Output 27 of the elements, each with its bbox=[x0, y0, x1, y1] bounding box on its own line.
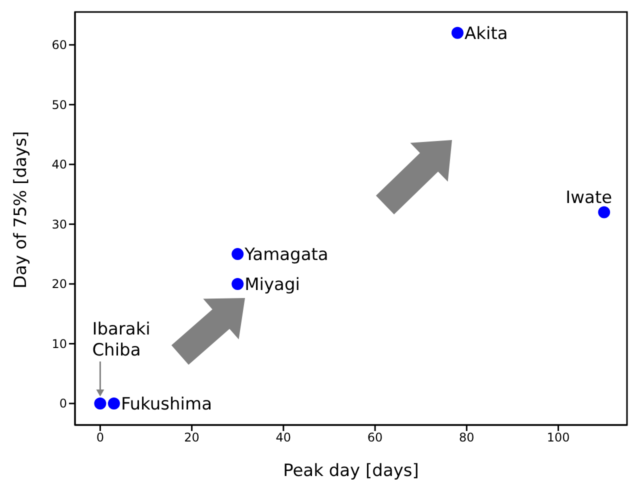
point bbox=[232, 278, 244, 290]
point bbox=[598, 206, 610, 218]
y-tick-label: 40 bbox=[52, 158, 67, 172]
y-tick-label: 10 bbox=[52, 336, 67, 351]
y-axis-title: Day of 75% [days] bbox=[11, 131, 32, 288]
x-tick-label: 100 bbox=[546, 430, 570, 445]
point bbox=[452, 26, 464, 39]
annotation: Fukushima bbox=[120, 394, 212, 414]
annotation: Ibaraki Chiba bbox=[92, 319, 150, 360]
point bbox=[108, 397, 120, 410]
x-tick-label: 80 bbox=[459, 430, 474, 445]
x-tick-label: 40 bbox=[276, 430, 292, 445]
point bbox=[232, 248, 244, 260]
x-tick-label: 20 bbox=[184, 430, 200, 445]
x-tick-label: 60 bbox=[367, 430, 383, 445]
annotation: Iwate bbox=[566, 188, 612, 208]
y-tick-label: 0 bbox=[59, 396, 67, 411]
y-tick-label: 60 bbox=[52, 38, 67, 52]
y-tick-label: 50 bbox=[52, 98, 67, 112]
x-axis-title: Peak day [days] bbox=[283, 461, 419, 480]
annotation: Akita bbox=[464, 24, 508, 44]
point bbox=[94, 397, 106, 410]
annotation: Yamagata bbox=[244, 245, 328, 266]
y-tick-label: 30 bbox=[52, 217, 67, 232]
x-tick-label: 0 bbox=[96, 430, 104, 445]
annotation: Miyagi bbox=[244, 274, 300, 295]
y-tick-label: 20 bbox=[52, 277, 67, 292]
